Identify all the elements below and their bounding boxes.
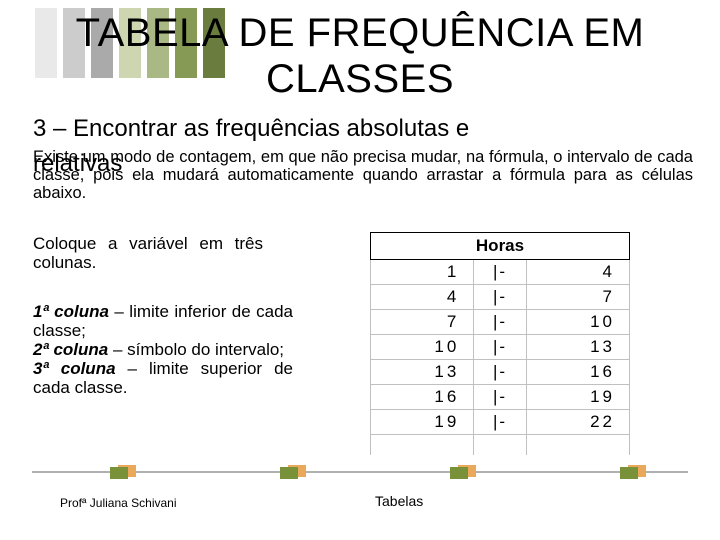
cell-partial	[474, 435, 526, 456]
table-row: 4|-7	[371, 285, 630, 310]
cell-lower: 13	[371, 360, 474, 385]
col2-label: 2ª coluna	[33, 340, 108, 359]
cell-upper: 4	[526, 260, 629, 285]
table-row: 16|-19	[371, 385, 630, 410]
table-row: 1|-4	[371, 260, 630, 285]
table-row: 7|-10	[371, 310, 630, 335]
footer-square-icon	[450, 465, 476, 479]
cell-symbol: |-	[474, 260, 526, 285]
footer-author: Profª Juliana Schivani	[60, 496, 177, 510]
section-subtitle: 3 – Encontrar as frequências absolutas e	[33, 115, 683, 143]
horas-table-wrapper: Horas 1|-44|-77|-1010|-1313|-1616|-1919|…	[370, 232, 700, 455]
col3-label: 3ª coluna	[33, 359, 116, 378]
cell-upper: 19	[526, 385, 629, 410]
horas-table: Horas 1|-44|-77|-1010|-1313|-1616|-1919|…	[370, 232, 630, 455]
cell-upper: 13	[526, 335, 629, 360]
table-row-partial	[371, 435, 630, 456]
cell-upper: 10	[526, 310, 629, 335]
footer-decorative-line	[0, 465, 720, 479]
footer-square-icon	[110, 465, 136, 479]
table-row: 13|-16	[371, 360, 630, 385]
slide-title: TABELA DE FREQUÊNCIA EM CLASSES	[0, 10, 720, 102]
instruction-text: Coloque a variável em três colunas.	[33, 235, 263, 272]
cell-lower: 16	[371, 385, 474, 410]
body-paragraph: Existe um modo de contagem, em que não p…	[33, 148, 693, 202]
cell-symbol: |-	[474, 385, 526, 410]
cell-symbol: |-	[474, 285, 526, 310]
cell-symbol: |-	[474, 310, 526, 335]
cell-lower: 1	[371, 260, 474, 285]
cell-lower: 19	[371, 410, 474, 435]
col1-label: 1ª coluna	[33, 302, 109, 321]
footer-square-icon	[620, 465, 646, 479]
footer-section: Tabelas	[375, 493, 423, 509]
cell-upper: 22	[526, 410, 629, 435]
cell-lower: 4	[371, 285, 474, 310]
cell-upper: 16	[526, 360, 629, 385]
cell-upper: 7	[526, 285, 629, 310]
horas-table-header: Horas	[371, 233, 630, 260]
col2-text: – símbolo do intervalo;	[108, 340, 284, 359]
cell-lower: 10	[371, 335, 474, 360]
table-row: 19|-22	[371, 410, 630, 435]
cell-symbol: |-	[474, 360, 526, 385]
cell-partial	[371, 435, 474, 456]
cell-symbol: |-	[474, 410, 526, 435]
cell-partial	[526, 435, 629, 456]
cell-symbol: |-	[474, 335, 526, 360]
cell-lower: 7	[371, 310, 474, 335]
column-descriptions: 1ª coluna – limite inferior de cada clas…	[33, 302, 293, 397]
footer-square-icon	[280, 465, 306, 479]
table-row: 10|-13	[371, 335, 630, 360]
